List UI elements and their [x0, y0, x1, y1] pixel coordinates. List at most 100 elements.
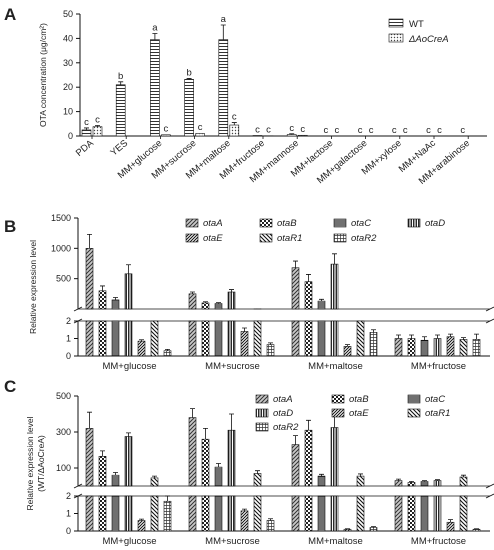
- bar-aocrea-mm-mannose: [297, 134, 308, 137]
- bar-wt-yes: [115, 84, 126, 137]
- significance-letter: c: [232, 112, 237, 123]
- legend-label-otac: otaC: [351, 218, 371, 229]
- y-tick-label: 1: [66, 334, 71, 344]
- error-bar: [319, 473, 324, 477]
- y-tick-label: 10: [63, 107, 73, 117]
- y-tick-label: 300: [56, 427, 71, 437]
- bar-otac-mm-glucose: [111, 474, 120, 487]
- error-bar: [165, 348, 170, 351]
- significance-letter: c: [460, 125, 465, 136]
- bar-otab-mm-sucrose-lower: [201, 495, 210, 532]
- error-bar: [190, 291, 195, 294]
- bar-otad-mm-sucrose-lower: [227, 320, 236, 357]
- bar-otar1-mm-fructose: [459, 476, 468, 487]
- error-bar: [229, 413, 234, 431]
- x-tick-label: MM+maltose: [308, 361, 363, 372]
- bar-otae-mm-maltose: [343, 528, 352, 532]
- error-bar: [409, 334, 414, 339]
- y-tick-label: 1: [66, 509, 71, 519]
- error-bar: [306, 419, 311, 431]
- y-tick-label: 500: [56, 274, 71, 284]
- y-axis-title: OTA concentration (μg/cm²): [38, 23, 48, 127]
- error-bar: [422, 480, 427, 482]
- bar-otab-mm-glucose-lower: [98, 320, 107, 357]
- legend-swatch-wt: [388, 18, 404, 28]
- y-tick-label: 40: [63, 33, 73, 43]
- significance-letter: c: [266, 125, 271, 136]
- y-tick-label: 1000: [51, 243, 71, 253]
- error-bar: [371, 329, 376, 333]
- y-axis-title-unit: (WT/ΔAoCreA): [36, 435, 46, 492]
- bar-otac-mm-sucrose: [214, 466, 223, 487]
- legend-swatch-otad: [255, 408, 269, 418]
- bar-wt-mm-sucrose: [184, 79, 194, 137]
- error-bar: [461, 474, 466, 477]
- error-bar: [332, 253, 337, 265]
- bar-otad-mm-glucose: [124, 273, 133, 310]
- bar-aocrea-mm-glucose: [161, 134, 171, 137]
- bar-otaa-mm-maltose-lower: [291, 495, 300, 532]
- bar-otaa-mm-glucose: [85, 248, 94, 310]
- chart-panel-c: 100 300 500 0 1 2 Relative expression level (WT…: [25, 391, 494, 547]
- bar-otad-mm-maltose: [330, 263, 339, 310]
- bar-otae-mm-fructose: [446, 521, 455, 532]
- bar-otad-mm-glucose-lower: [124, 320, 133, 357]
- error-bar: [422, 336, 427, 341]
- bar-otab-mm-sucrose: [201, 438, 210, 487]
- bar-otaa-mm-sucrose: [188, 417, 197, 487]
- legend-label-otaa: otaA: [273, 394, 293, 405]
- bar-otad-mm-maltose-lower: [330, 495, 339, 532]
- bar-otar1-mm-maltose-lower: [356, 495, 365, 532]
- y-tick-label: 30: [63, 58, 73, 68]
- error-bar: [203, 301, 208, 303]
- error-bar: [95, 125, 100, 127]
- significance-letter: c: [426, 125, 431, 136]
- bar-otad-mm-maltose-lower: [330, 320, 339, 357]
- x-tick-label: MM+fructose: [411, 536, 466, 547]
- significance-letter: c: [392, 125, 397, 136]
- axis-break-mark: [485, 306, 494, 312]
- significance-letter: c: [369, 125, 374, 136]
- bar-otab-mm-fructose: [407, 338, 416, 357]
- error-bar: [113, 472, 118, 476]
- legend-swatch-otab: [259, 218, 273, 228]
- bar-otad-mm-glucose-lower: [124, 495, 133, 532]
- bar-otab-mm-fructose: [407, 482, 416, 487]
- significance-letter: c: [289, 123, 294, 134]
- legend-label-otad: otaD: [273, 408, 293, 419]
- bar-otaa-mm-glucose-lower: [85, 495, 94, 532]
- error-bar: [396, 334, 401, 339]
- x-tick-label: MM+sucrose: [205, 536, 260, 547]
- bar-otaa-mm-maltose-lower: [291, 320, 300, 357]
- error-bar: [139, 339, 144, 342]
- legend-label-otae: otaE: [203, 233, 223, 244]
- bar-wt-mm-mannose: [286, 134, 297, 137]
- significance-letter: c: [335, 125, 340, 136]
- bar-wt-mm-maltose: [218, 39, 229, 137]
- bar-otab-mm-maltose: [304, 429, 313, 487]
- axis-break-mark: [73, 483, 83, 489]
- bar-otab-mm-fructose-lower: [407, 495, 416, 532]
- bar-otac-mm-glucose-lower: [111, 320, 120, 357]
- error-bar: [306, 274, 311, 282]
- error-bar: [255, 470, 260, 474]
- bar-otab-mm-maltose-lower: [304, 495, 313, 532]
- bar-otaa-mm-sucrose-lower: [188, 320, 197, 357]
- panel-letter-c: C: [4, 377, 16, 396]
- bar-otab-mm-glucose: [98, 455, 107, 487]
- significance-letter: c: [358, 125, 363, 136]
- legend-label-wt: WT: [409, 19, 424, 30]
- bar-otad-mm-fructose: [433, 338, 442, 357]
- significance-letter: c: [324, 125, 329, 136]
- legend-swatch-otac: [333, 218, 347, 228]
- error-bar: [358, 473, 363, 477]
- error-bar: [203, 428, 208, 440]
- bar-otar1-mm-sucrose: [253, 473, 262, 487]
- bar-otar1-mm-glucose: [150, 320, 159, 357]
- x-tick-label: MM+sucrose: [205, 361, 260, 372]
- significance-letter: a: [152, 23, 158, 34]
- bar-otaa-mm-fructose: [394, 480, 403, 487]
- bar-otac-mm-maltose-lower: [317, 495, 326, 532]
- error-bar: [435, 479, 440, 481]
- bar-otaa-mm-maltose: [291, 267, 300, 310]
